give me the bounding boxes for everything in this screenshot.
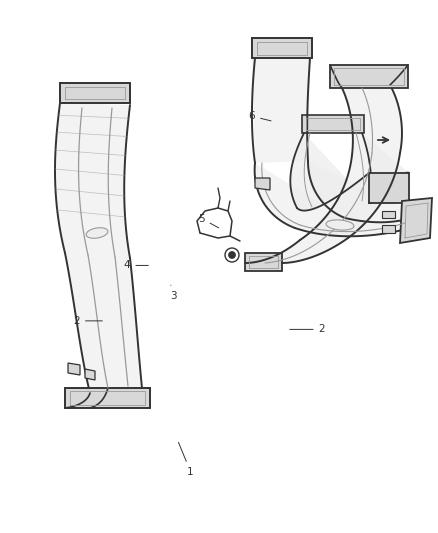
Polygon shape — [330, 65, 408, 88]
Polygon shape — [252, 38, 312, 58]
Polygon shape — [290, 133, 409, 211]
Polygon shape — [255, 178, 270, 190]
Polygon shape — [55, 103, 142, 393]
Ellipse shape — [86, 228, 108, 238]
Text: 3: 3 — [170, 285, 177, 301]
Polygon shape — [369, 173, 409, 203]
Text: 2: 2 — [290, 325, 325, 334]
Polygon shape — [85, 369, 95, 380]
Polygon shape — [245, 253, 282, 271]
Polygon shape — [245, 65, 408, 263]
Text: 6: 6 — [248, 111, 271, 121]
Polygon shape — [60, 83, 130, 103]
Polygon shape — [65, 388, 150, 408]
Polygon shape — [382, 211, 395, 218]
Text: 1: 1 — [178, 442, 194, 477]
Text: 4: 4 — [124, 261, 148, 270]
Text: 2: 2 — [73, 316, 102, 326]
Polygon shape — [302, 115, 364, 133]
Circle shape — [229, 252, 236, 259]
Ellipse shape — [326, 220, 354, 230]
Polygon shape — [400, 198, 432, 243]
Polygon shape — [68, 363, 80, 375]
Text: 5: 5 — [198, 214, 219, 228]
Polygon shape — [254, 161, 420, 236]
Polygon shape — [252, 58, 310, 163]
Polygon shape — [382, 225, 395, 233]
